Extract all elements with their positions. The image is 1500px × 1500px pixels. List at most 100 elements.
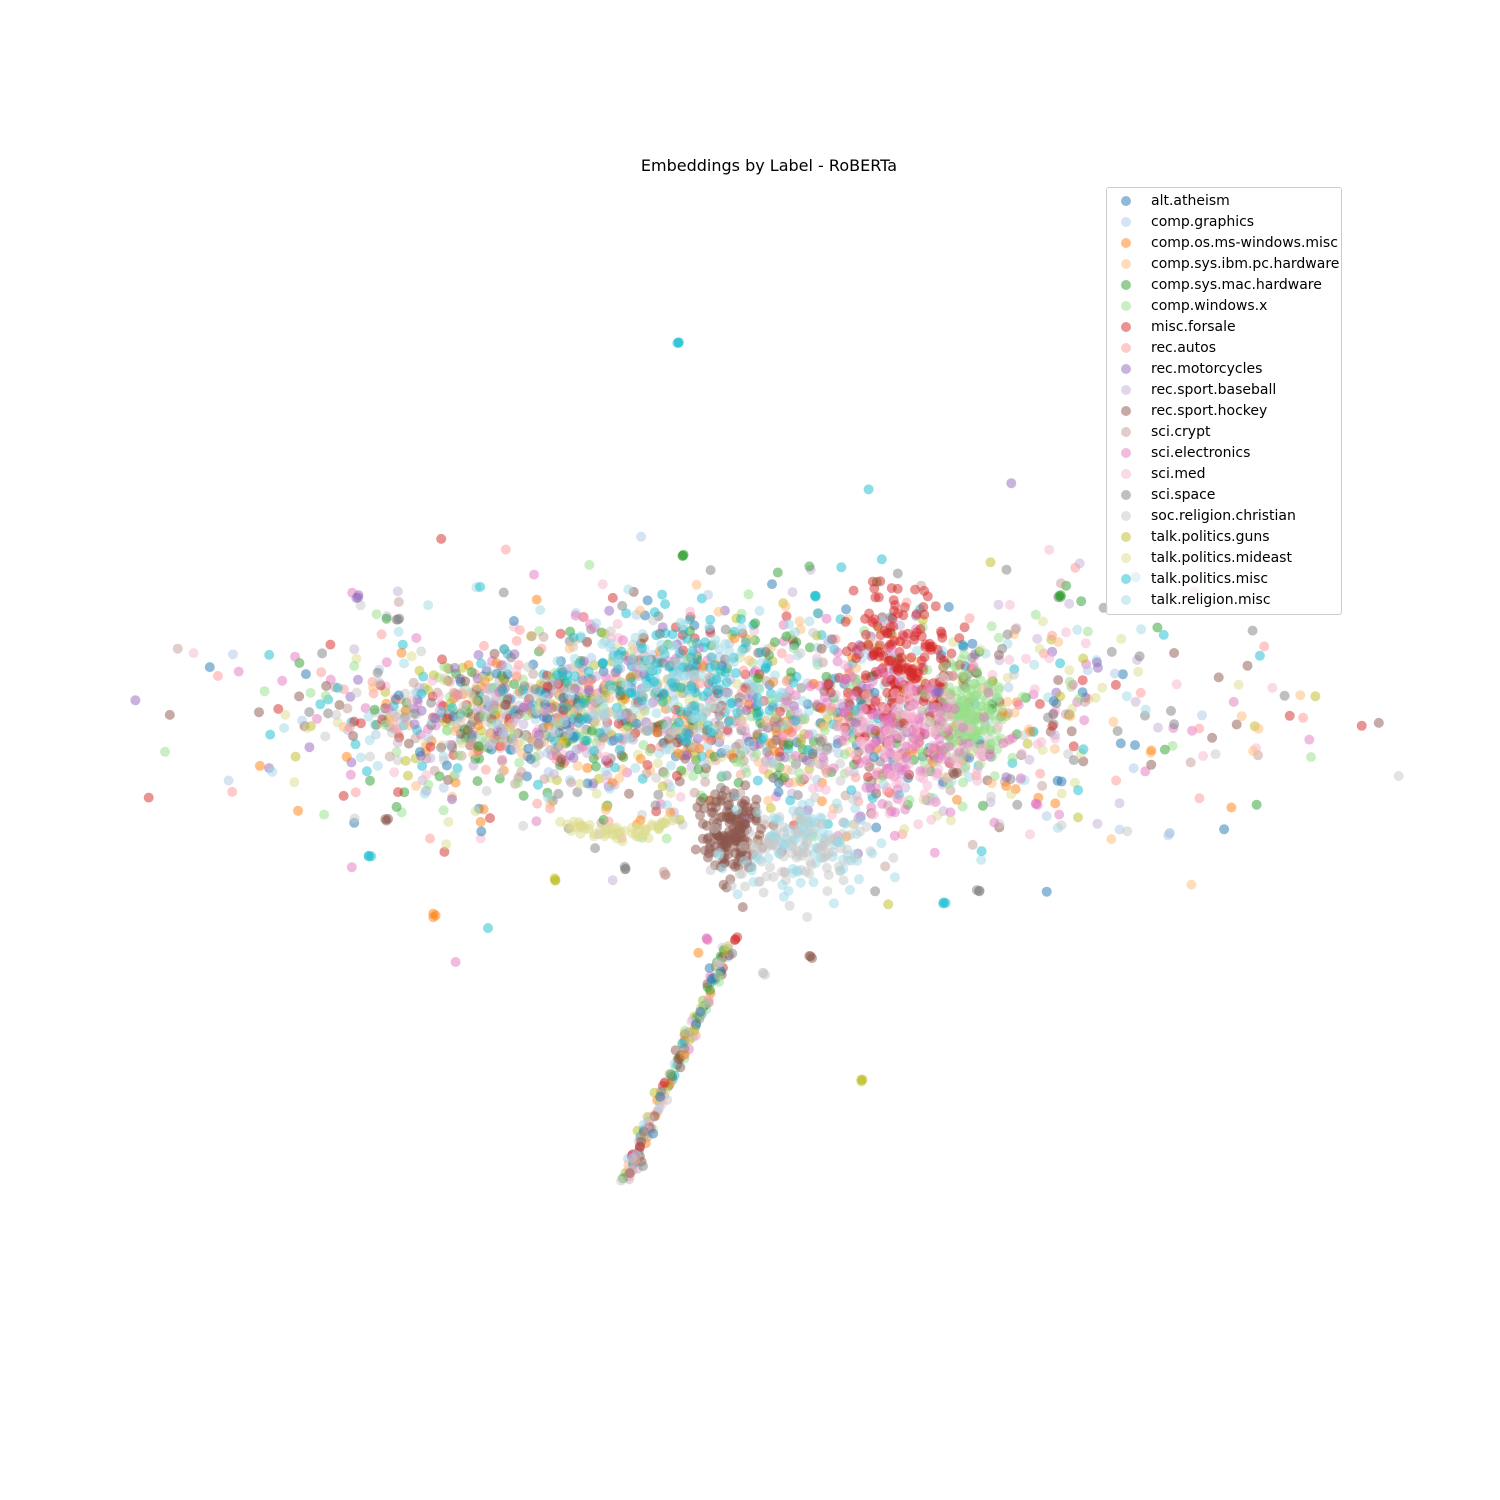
legend-item: talk.religion.misc	[1107, 589, 1341, 610]
scatter-point	[344, 722, 355, 733]
scatter-point	[254, 760, 265, 771]
scatter-point	[957, 801, 968, 812]
scatter-point	[484, 729, 495, 739]
scatter-point	[563, 728, 573, 739]
scatter-point	[1001, 564, 1012, 575]
scatter-point	[1065, 711, 1076, 722]
scatter-point	[821, 671, 832, 682]
scatter-point	[907, 664, 917, 675]
scatter-point	[1259, 641, 1270, 652]
scatter-point	[642, 595, 653, 606]
scatter-point	[294, 691, 305, 702]
scatter-point	[765, 738, 776, 748]
scatter-point	[416, 646, 427, 657]
scatter-point	[360, 703, 371, 714]
legend: alt.atheism comp.graphics comp.os.ms-windo…	[1106, 187, 1342, 615]
scatter-point	[604, 783, 615, 794]
scatter-point	[946, 648, 957, 659]
scatter-point	[894, 731, 905, 742]
scatter-point	[993, 721, 1003, 732]
scatter-point	[892, 784, 903, 795]
scatter-point	[709, 660, 720, 671]
scatter-point	[822, 886, 833, 897]
scatter-point	[393, 690, 404, 701]
scatter-point	[436, 533, 447, 544]
scatter-point	[365, 751, 375, 762]
scatter-point	[714, 684, 725, 695]
scatter-point	[1047, 721, 1058, 732]
scatter-point	[623, 733, 634, 744]
scatter-point	[1080, 638, 1091, 649]
scatter-point	[882, 671, 893, 682]
scatter-point	[497, 756, 508, 767]
scatter-point	[779, 772, 790, 783]
scatter-point	[416, 705, 427, 716]
scatter-point	[481, 786, 492, 796]
legend-item: rec.sport.baseball	[1107, 379, 1341, 400]
scatter-point	[590, 718, 601, 729]
scatter-point	[475, 581, 486, 592]
scatter-point	[475, 816, 486, 827]
scatter-point	[676, 682, 687, 693]
scatter-point	[929, 847, 940, 858]
scatter-point	[623, 584, 634, 595]
scatter-point	[423, 733, 434, 743]
scatter-point	[760, 969, 771, 980]
scatter-point	[449, 725, 460, 736]
scatter-point	[391, 614, 402, 625]
scatter-point	[1050, 798, 1061, 809]
scatter-point	[651, 630, 662, 641]
scatter-point	[977, 800, 988, 811]
legend-item: sci.med	[1107, 463, 1341, 484]
scatter-point	[624, 788, 634, 799]
scatter-point	[804, 616, 815, 627]
scatter-point	[1373, 717, 1384, 728]
scatter-point	[705, 614, 716, 625]
scatter-point	[425, 833, 435, 844]
scatter-point	[408, 677, 419, 688]
scatter-point	[861, 782, 872, 793]
scatter-point	[572, 760, 583, 771]
scatter-point	[836, 562, 847, 573]
scatter-point	[923, 715, 933, 726]
scatter-point	[938, 897, 949, 908]
scatter-point	[876, 554, 887, 565]
scatter-point	[919, 757, 930, 768]
scatter-point	[1267, 682, 1278, 693]
scatter-point	[969, 678, 980, 689]
scatter-point	[702, 741, 713, 752]
scatter-point	[796, 736, 807, 747]
scatter-point	[734, 738, 745, 749]
scatter-point	[756, 823, 767, 834]
scatter-point	[736, 614, 747, 625]
scatter-point	[143, 792, 154, 803]
scatter-point	[601, 672, 612, 683]
legend-label: rec.sport.baseball	[1151, 381, 1277, 398]
legend-label: talk.politics.mideast	[1151, 549, 1292, 566]
scatter-point	[929, 796, 940, 807]
scatter-point	[564, 643, 575, 654]
scatter-point	[1197, 710, 1207, 721]
scatter-point	[692, 724, 703, 734]
scatter-point	[986, 778, 997, 789]
scatter-point	[643, 654, 653, 665]
scatter-point	[1233, 679, 1244, 690]
scatter-point	[643, 833, 654, 844]
scatter-point	[848, 794, 859, 805]
scatter-point	[1048, 696, 1059, 707]
scatter-point	[820, 784, 831, 795]
scatter-point	[492, 718, 503, 729]
scatter-point	[525, 754, 536, 765]
scatter-point	[456, 738, 467, 749]
scatter-point	[555, 628, 566, 639]
scatter-point	[691, 638, 702, 649]
scatter-point	[489, 648, 500, 659]
scatter-point	[784, 653, 795, 664]
scatter-point	[965, 740, 976, 751]
scatter-point	[1128, 763, 1139, 774]
legend-item: talk.politics.guns	[1107, 526, 1341, 547]
scatter-point	[1007, 752, 1018, 763]
scatter-point	[279, 723, 290, 733]
scatter-point	[381, 613, 392, 624]
scatter-point	[1068, 755, 1079, 766]
